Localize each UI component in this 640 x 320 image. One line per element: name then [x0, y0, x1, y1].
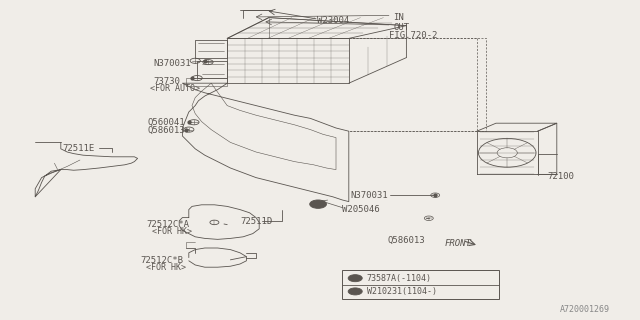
- Text: Q586013: Q586013: [147, 126, 185, 135]
- Text: W205046: W205046: [342, 205, 380, 214]
- Circle shape: [310, 200, 326, 208]
- Text: 72512C*B: 72512C*B: [141, 256, 184, 265]
- FancyBboxPatch shape: [342, 270, 499, 299]
- Text: IN: IN: [394, 13, 404, 22]
- Text: FRONT: FRONT: [445, 239, 472, 248]
- Text: 72512C*A: 72512C*A: [146, 220, 189, 229]
- Text: 1: 1: [316, 200, 321, 209]
- Text: <FOR AUTO>: <FOR AUTO>: [150, 84, 200, 93]
- Circle shape: [348, 288, 362, 295]
- Text: A720001269: A720001269: [560, 305, 610, 314]
- Text: Q560041: Q560041: [147, 118, 185, 127]
- Text: 72511E: 72511E: [63, 144, 95, 153]
- Circle shape: [348, 275, 362, 282]
- Text: W23004: W23004: [317, 16, 349, 25]
- Text: OUT: OUT: [394, 23, 410, 32]
- Text: 72100: 72100: [547, 172, 574, 181]
- Text: FIG.720-2: FIG.720-2: [389, 31, 438, 40]
- Text: N370031: N370031: [351, 191, 388, 200]
- Text: 73730: 73730: [154, 77, 180, 86]
- Text: <FOR HK>: <FOR HK>: [152, 227, 192, 236]
- Text: <FOR HK>: <FOR HK>: [146, 263, 186, 272]
- Text: W210231(1104-): W210231(1104-): [367, 287, 436, 296]
- Text: 1: 1: [353, 275, 358, 281]
- Text: 1: 1: [353, 288, 358, 294]
- Text: Q586013: Q586013: [387, 236, 425, 245]
- Text: 73587A(-1104): 73587A(-1104): [367, 274, 432, 283]
- Text: 72511D: 72511D: [240, 217, 272, 226]
- Text: N370031: N370031: [154, 60, 191, 68]
